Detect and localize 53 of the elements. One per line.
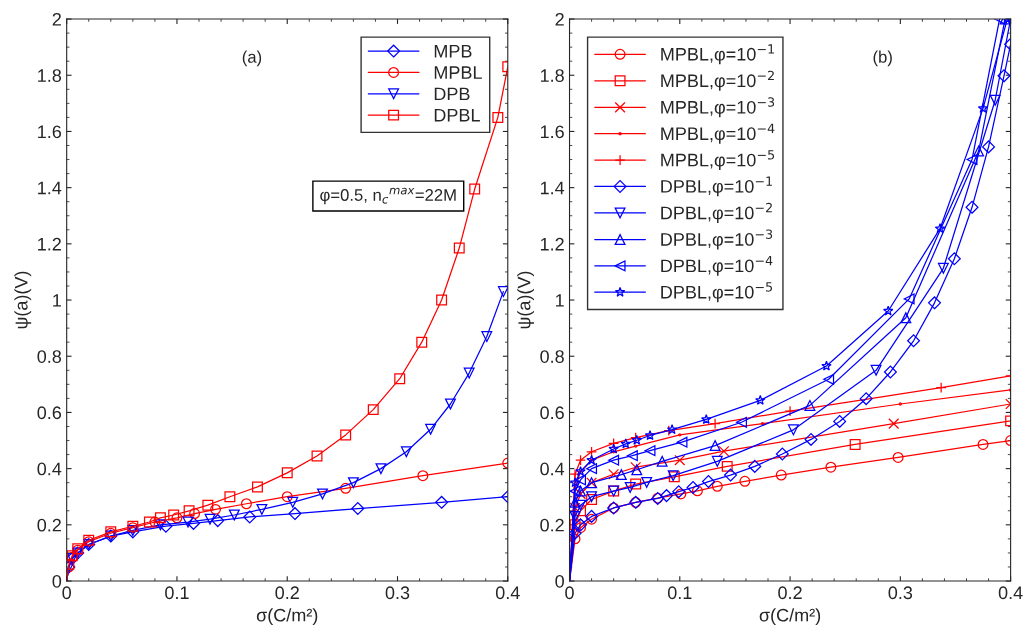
legend-label: MPBL,φ=10$^{−4}$ <box>661 123 775 144</box>
y-tick-label: 0.2 <box>540 518 564 532</box>
y-axis-title: ψ(a)(V) <box>517 271 535 329</box>
legend-label: DPBL,φ=10$^{−5}$ <box>661 282 773 303</box>
legend-label: DPBL,φ=10$^{−4}$ <box>661 255 773 276</box>
legend-label: DPBL,φ=10$^{−2}$ <box>661 202 772 223</box>
legend-label: DPB <box>434 87 470 101</box>
x-tick-label: 0 <box>62 586 72 600</box>
legend-label: MPBL,φ=10$^{−5}$ <box>661 150 775 171</box>
annotation: (a) <box>242 50 262 67</box>
x-tick-label: 0.3 <box>888 586 913 600</box>
y-tick-label: 1.2 <box>38 237 61 251</box>
y-tick-label: 0.2 <box>37 518 61 532</box>
legend-label: MPBL,φ=10$^{−3}$ <box>661 97 775 118</box>
x-tick-label: 0.1 <box>165 586 189 600</box>
y-tick-label: 1.6 <box>38 125 62 139</box>
legend-label: MPBL,φ=10$^{−2}$ <box>661 70 774 91</box>
y-tick-label: 1.4 <box>540 181 565 195</box>
legend-label: DPBL,φ=10$^{−3}$ <box>661 229 773 250</box>
y-tick-label: 2 <box>52 12 61 26</box>
y-tick-label: 1.4 <box>38 181 62 195</box>
y-tick-label: 0.6 <box>37 406 62 420</box>
y-tick-label: 1.6 <box>540 125 564 139</box>
y-tick-label: 1.2 <box>540 237 564 251</box>
y-tick-label: 0.6 <box>540 406 564 420</box>
x-tick-label: 0.4 <box>495 586 520 600</box>
y-tick-label: 1 <box>53 294 61 307</box>
y-axis-title: ψ(a)(V) <box>14 271 32 329</box>
y-tick-label: 0.8 <box>37 350 62 363</box>
x-axis-title: σ(C/m²) <box>256 608 318 626</box>
x-tick-label: 0.3 <box>385 586 410 600</box>
legend-label: DPBL,φ=10$^{−1}$ <box>661 176 772 197</box>
x-tick-label: 0.2 <box>778 586 802 600</box>
annotation: φ=0.5, n$_{c}$$^{max}$=22M <box>320 187 456 205</box>
x-tick-label: 0.2 <box>275 586 299 600</box>
y-tick-label: 0.8 <box>540 350 564 363</box>
y-tick-label: 1 <box>556 294 564 307</box>
y-tick-label: 0 <box>555 574 564 588</box>
x-tick-label: 0.4 <box>998 586 1023 600</box>
x-tick-label: 0.1 <box>667 586 692 600</box>
y-tick-label: 0.4 <box>540 462 565 476</box>
y-tick-label: 0 <box>52 574 62 588</box>
y-tick-label: 2 <box>555 12 564 26</box>
y-tick-label: 1.8 <box>38 69 62 82</box>
annotation: (b) <box>873 50 892 67</box>
x-axis-title: σ(C/m²) <box>759 608 821 626</box>
legend-label: MPBL <box>434 66 482 79</box>
legend-label: MPBL,φ=10$^{−1}$ <box>661 44 774 65</box>
legend-label: MPB <box>434 44 472 58</box>
y-tick-label: 0.4 <box>37 462 62 476</box>
x-tick-label: 0 <box>565 586 574 600</box>
y-tick-label: 1.8 <box>540 69 564 82</box>
legend-label: DPBL <box>434 109 480 122</box>
